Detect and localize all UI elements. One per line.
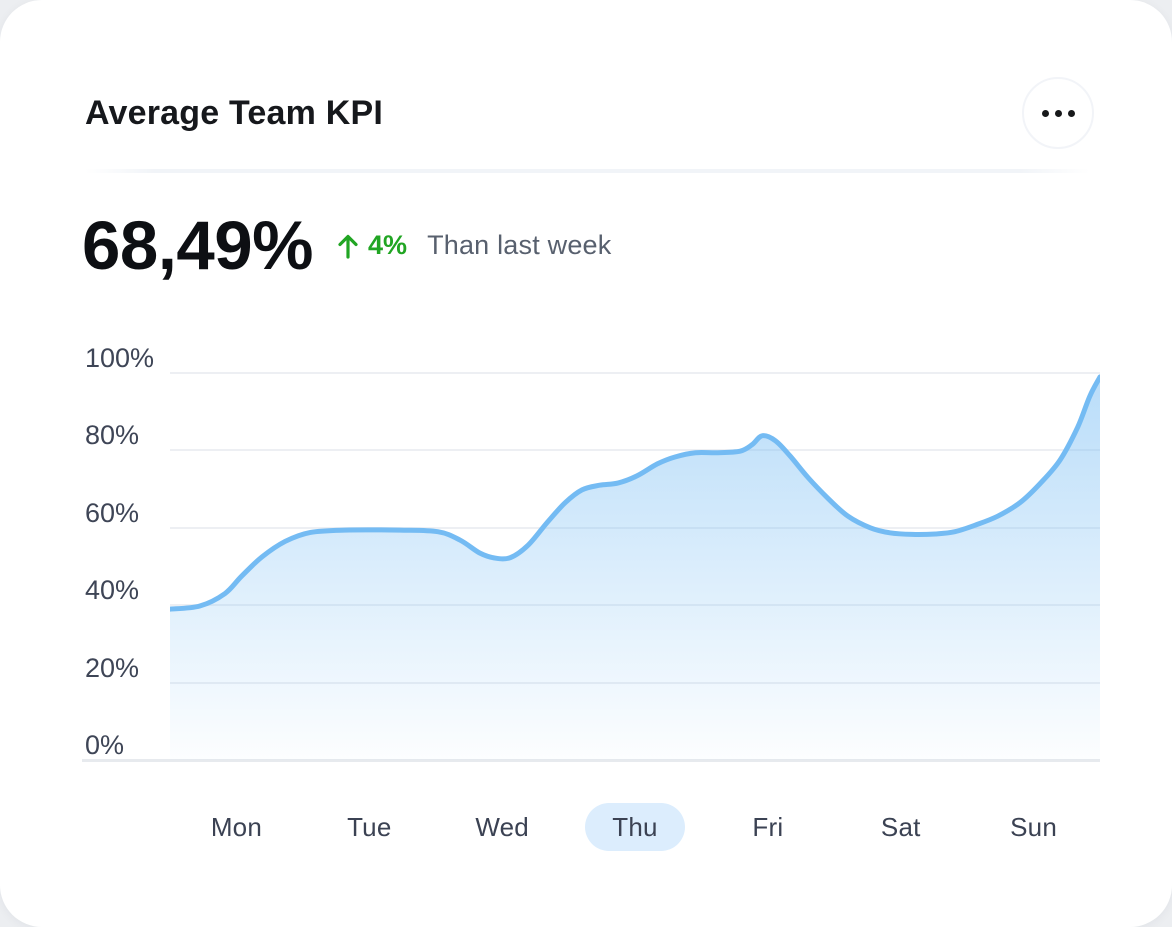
day-label-fri[interactable]: Fri [701, 802, 834, 852]
x-axis-labels: Mon Tue Wed Thu Fri Sat Sun [170, 802, 1100, 852]
y-tick-label: 40% [85, 575, 140, 606]
kpi-value: 68,49% [82, 207, 314, 284]
day-label-wed[interactable]: Wed [436, 802, 569, 852]
more-options-button[interactable] [1022, 77, 1094, 149]
y-tick-label: 0% [85, 730, 125, 760]
day-label-text: Sun [1010, 812, 1058, 842]
day-label-text: Mon [210, 812, 263, 842]
ellipsis-icon [1041, 109, 1075, 117]
kpi-delta-percent: 4% [368, 230, 408, 260]
kpi-chart-svg [170, 374, 1100, 760]
day-label-text: Thu [585, 803, 685, 851]
y-tick-label: 60% [85, 497, 140, 528]
card-title: Average Team KPI [85, 93, 383, 132]
day-label-sat[interactable]: Sat [834, 802, 967, 852]
kpi-trend-line [170, 374, 1100, 612]
kpi-trend-area [170, 376, 1100, 760]
arrow-up-icon [338, 234, 358, 259]
card-header: Average Team KPI [85, 77, 1094, 149]
y-tick-label: 80% [85, 420, 140, 451]
gridline [170, 449, 1100, 452]
x-axis-baseline [82, 759, 1100, 762]
header-divider [85, 169, 1090, 173]
gridline [170, 372, 1100, 374]
kpi-caption: Than last week [427, 230, 612, 260]
kpi-summary: 68,49% 4% Than last week [82, 211, 611, 280]
y-tick-label: 20% [85, 652, 140, 683]
day-label-text: Tue [347, 812, 392, 842]
day-label-mon[interactable]: Mon [170, 802, 303, 852]
day-label-text: Wed [475, 812, 529, 842]
y-tick-label: 100% [85, 343, 155, 373]
day-label-text: Fri [752, 812, 784, 842]
day-label-thu[interactable]: Thu [569, 802, 702, 852]
day-label-tue[interactable]: Tue [303, 802, 436, 852]
day-label-sun[interactable]: Sun [967, 802, 1100, 852]
kpi-delta: 4% [337, 230, 407, 261]
day-label-text: Sat [880, 812, 921, 842]
